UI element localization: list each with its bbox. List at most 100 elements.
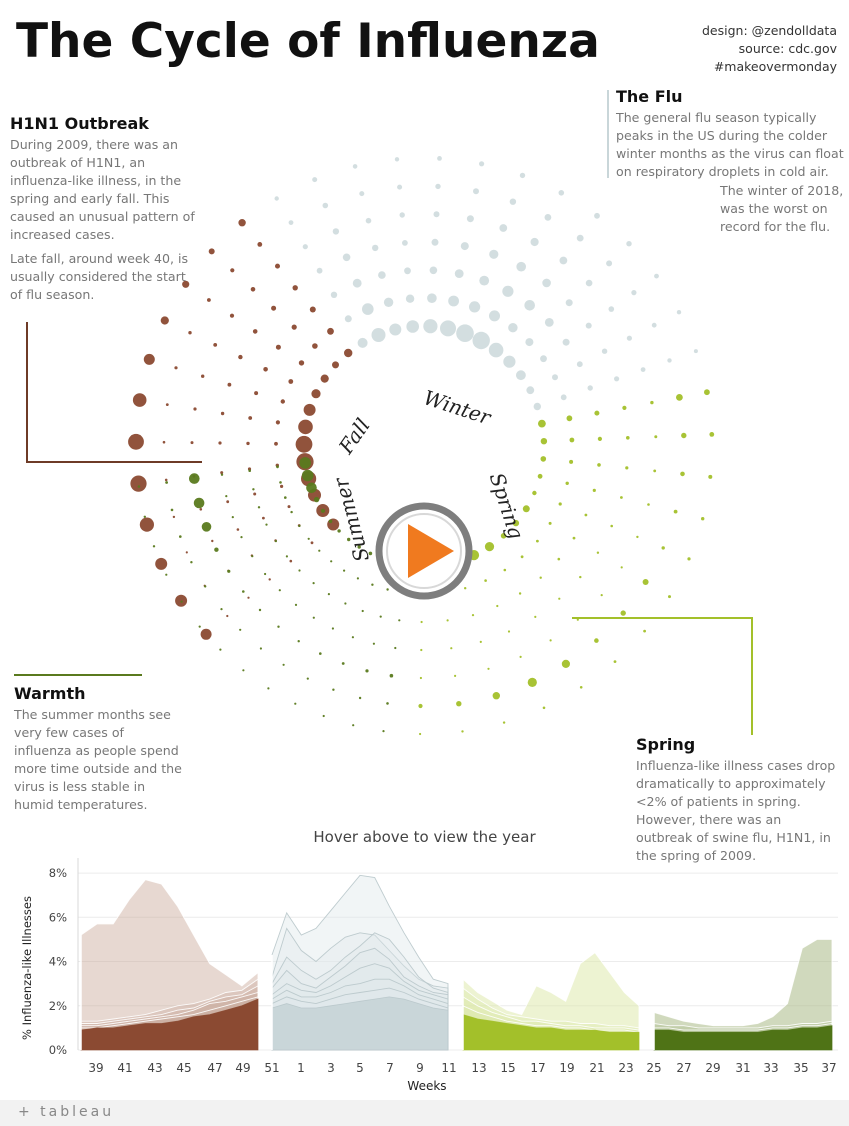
- credit-hashtag[interactable]: #makeovermonday: [713, 59, 837, 74]
- wheel-dot[interactable]: [160, 316, 169, 325]
- area-series-fall[interactable]: [80, 879, 259, 1051]
- wheel-dot[interactable]: [680, 471, 685, 477]
- wheel-dot[interactable]: [302, 244, 308, 250]
- wheel-dot[interactable]: [320, 374, 329, 383]
- wheel-dot[interactable]: [372, 244, 379, 252]
- wheel-dot[interactable]: [265, 523, 268, 526]
- wheel-dot[interactable]: [352, 724, 355, 727]
- wheel-dot[interactable]: [214, 547, 219, 552]
- wheel-dot[interactable]: [231, 516, 234, 519]
- wheel-dot[interactable]: [566, 415, 573, 422]
- wheel-dot[interactable]: [230, 268, 235, 273]
- wheel-dot[interactable]: [420, 620, 423, 624]
- wheel-dot[interactable]: [298, 419, 313, 435]
- wheel-dot[interactable]: [211, 539, 214, 543]
- wheel-dot[interactable]: [352, 164, 358, 169]
- wheel-dot[interactable]: [253, 492, 257, 496]
- wheel-dot[interactable]: [450, 647, 453, 650]
- wheel-dot[interactable]: [631, 290, 637, 296]
- wheel-dot[interactable]: [460, 242, 469, 251]
- wheel-dot[interactable]: [179, 535, 182, 538]
- wheel-dot[interactable]: [379, 615, 382, 618]
- wheel-dot[interactable]: [262, 516, 265, 520]
- wheel-dot[interactable]: [620, 496, 623, 499]
- wheel-dot[interactable]: [332, 361, 339, 369]
- wheel-dot[interactable]: [330, 291, 338, 298]
- wheel-dot[interactable]: [278, 589, 281, 592]
- wheel-dot[interactable]: [402, 240, 408, 246]
- wheel-dot[interactable]: [522, 505, 530, 513]
- wheel-dot[interactable]: [351, 636, 354, 639]
- wheel-dot[interactable]: [139, 517, 154, 532]
- wheel-dot[interactable]: [405, 294, 415, 303]
- wheel-dot[interactable]: [274, 441, 278, 446]
- wheel-dot[interactable]: [312, 177, 318, 183]
- wheel-dot[interactable]: [681, 432, 687, 439]
- wheel-dot[interactable]: [298, 360, 305, 366]
- wheel-dot[interactable]: [164, 478, 168, 482]
- wheel-dot[interactable]: [280, 399, 285, 404]
- wheel-dot[interactable]: [220, 411, 225, 416]
- wheel-dot[interactable]: [708, 474, 713, 479]
- wheel-dot[interactable]: [242, 669, 245, 672]
- wheel-dot[interactable]: [226, 614, 229, 618]
- wheel-dot[interactable]: [143, 515, 146, 518]
- wheel-dot[interactable]: [456, 701, 462, 707]
- wheel-dot[interactable]: [536, 539, 539, 543]
- wheel-dot[interactable]: [484, 579, 487, 582]
- wheel-dot[interactable]: [365, 217, 372, 224]
- wheel-dot[interactable]: [542, 278, 551, 288]
- wheel-dot[interactable]: [312, 343, 318, 349]
- wheel-dot[interactable]: [259, 647, 262, 650]
- wheel-dot[interactable]: [219, 648, 222, 651]
- wheel-dot[interactable]: [397, 184, 403, 190]
- wheel-dot[interactable]: [275, 420, 280, 425]
- wheel-dot[interactable]: [226, 500, 230, 504]
- wheel-dot[interactable]: [576, 234, 584, 242]
- wheel-dot[interactable]: [359, 191, 365, 197]
- wheel-dot[interactable]: [318, 549, 321, 552]
- wheel-dot[interactable]: [516, 261, 526, 272]
- wheel-dot[interactable]: [597, 436, 603, 441]
- wheel-dot[interactable]: [297, 640, 300, 643]
- wheel-dot[interactable]: [174, 366, 178, 370]
- wheel-dot[interactable]: [654, 273, 659, 279]
- wheel-dot[interactable]: [565, 299, 573, 307]
- wheel-dot[interactable]: [258, 608, 262, 612]
- wheel-dot[interactable]: [225, 495, 228, 498]
- wheel-dot[interactable]: [362, 303, 374, 315]
- wheel-dot[interactable]: [227, 382, 232, 387]
- wheel-dot[interactable]: [274, 540, 277, 543]
- wheel-dot[interactable]: [301, 469, 314, 482]
- wheel-dot[interactable]: [310, 541, 314, 545]
- wheel-dot[interactable]: [361, 609, 364, 613]
- wheel-dot[interactable]: [250, 287, 256, 292]
- wheel-dot[interactable]: [613, 660, 617, 663]
- wheel-dot[interactable]: [198, 625, 201, 628]
- wheel-dot[interactable]: [557, 557, 561, 561]
- wheel-dot[interactable]: [299, 457, 312, 469]
- wheel-dot[interactable]: [208, 248, 215, 255]
- wheel-dot[interactable]: [312, 582, 315, 585]
- wheel-dot[interactable]: [180, 600, 183, 603]
- wheel-dot[interactable]: [337, 529, 341, 533]
- wheel-dot[interactable]: [152, 545, 156, 548]
- area-series-spring[interactable]: [462, 1014, 640, 1051]
- ili-area-chart[interactable]: 0%2%4%6%8% 39 41 43 45 47 49 51 1 3 5 7 9 11 13 15 17 19…: [0, 850, 849, 1100]
- wheel-dot[interactable]: [448, 295, 459, 307]
- wheel-dot[interactable]: [525, 338, 534, 347]
- wheel-dot[interactable]: [220, 471, 224, 475]
- wheel-dot[interactable]: [673, 509, 678, 514]
- wheel-dot[interactable]: [182, 280, 190, 288]
- wheel-dot[interactable]: [461, 730, 464, 733]
- wheel-dot[interactable]: [558, 190, 565, 196]
- wheel-dot[interactable]: [427, 293, 437, 304]
- wheel-dot[interactable]: [503, 355, 516, 368]
- wheel-dot[interactable]: [155, 557, 168, 570]
- wheel-dot[interactable]: [344, 315, 352, 323]
- wheel-dot[interactable]: [294, 603, 298, 607]
- wheel-dot[interactable]: [559, 256, 568, 265]
- wheel-dot[interactable]: [165, 481, 169, 484]
- wheel-dot[interactable]: [419, 732, 422, 736]
- wheel-dot[interactable]: [643, 629, 646, 633]
